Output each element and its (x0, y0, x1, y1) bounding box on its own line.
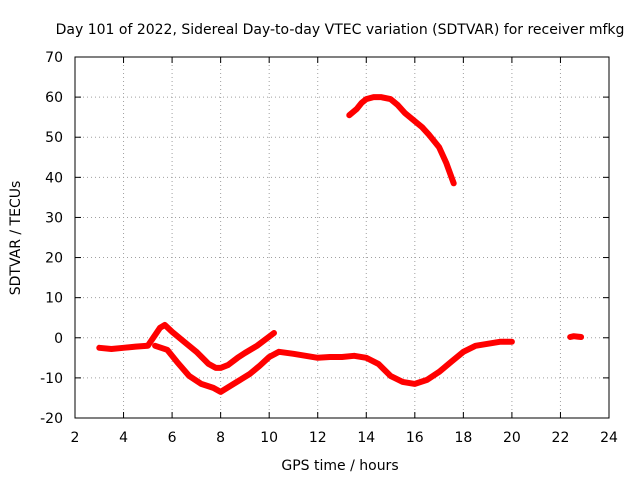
series-track-b (152, 338, 515, 395)
x-tick-label: 8 (216, 430, 225, 446)
x-tick-label: 6 (168, 430, 177, 446)
x-tick-label: 16 (406, 430, 424, 446)
x-tick-label: 22 (552, 430, 570, 446)
y-tick-label: -20 (40, 411, 63, 427)
y-tick-label: 50 (45, 130, 63, 146)
x-tick-label: 10 (260, 430, 278, 446)
y-tick-label: 60 (45, 90, 63, 106)
series-track-a (96, 321, 277, 371)
y-tick-label: -10 (40, 371, 63, 387)
x-tick-label: 4 (119, 430, 128, 446)
y-tick-label: 20 (45, 251, 63, 267)
y-tick-label: 40 (45, 170, 63, 186)
x-axis-label: GPS time / hours (281, 458, 398, 474)
x-tick-label: 20 (503, 430, 521, 446)
grid (75, 57, 609, 418)
series-track-d (567, 333, 585, 340)
x-tick-label: 12 (309, 430, 327, 446)
y-tick-labels: -20 -10 0 10 20 30 40 50 60 70 (40, 50, 63, 427)
y-tick-label: 0 (54, 331, 63, 347)
x-tick-labels: 2 4 6 8 10 12 14 16 18 20 22 24 (71, 430, 618, 446)
chart-title: Day 101 of 2022, Sidereal Day-to-day VTE… (56, 22, 625, 38)
x-tick-label: 14 (357, 430, 375, 446)
y-tick-label: 30 (45, 210, 63, 226)
y-tick-label: 10 (45, 291, 63, 307)
tick-marks (74, 56, 610, 419)
data-series (96, 94, 585, 395)
x-tick-label: 2 (71, 430, 80, 446)
plot-frame (74, 56, 610, 419)
x-tick-label: 18 (454, 430, 472, 446)
x-tick-label: 24 (600, 430, 618, 446)
y-axis-label: SDTVAR / TECUs (8, 181, 24, 296)
series-track-c (346, 94, 457, 187)
y-tick-label: 70 (45, 50, 63, 66)
